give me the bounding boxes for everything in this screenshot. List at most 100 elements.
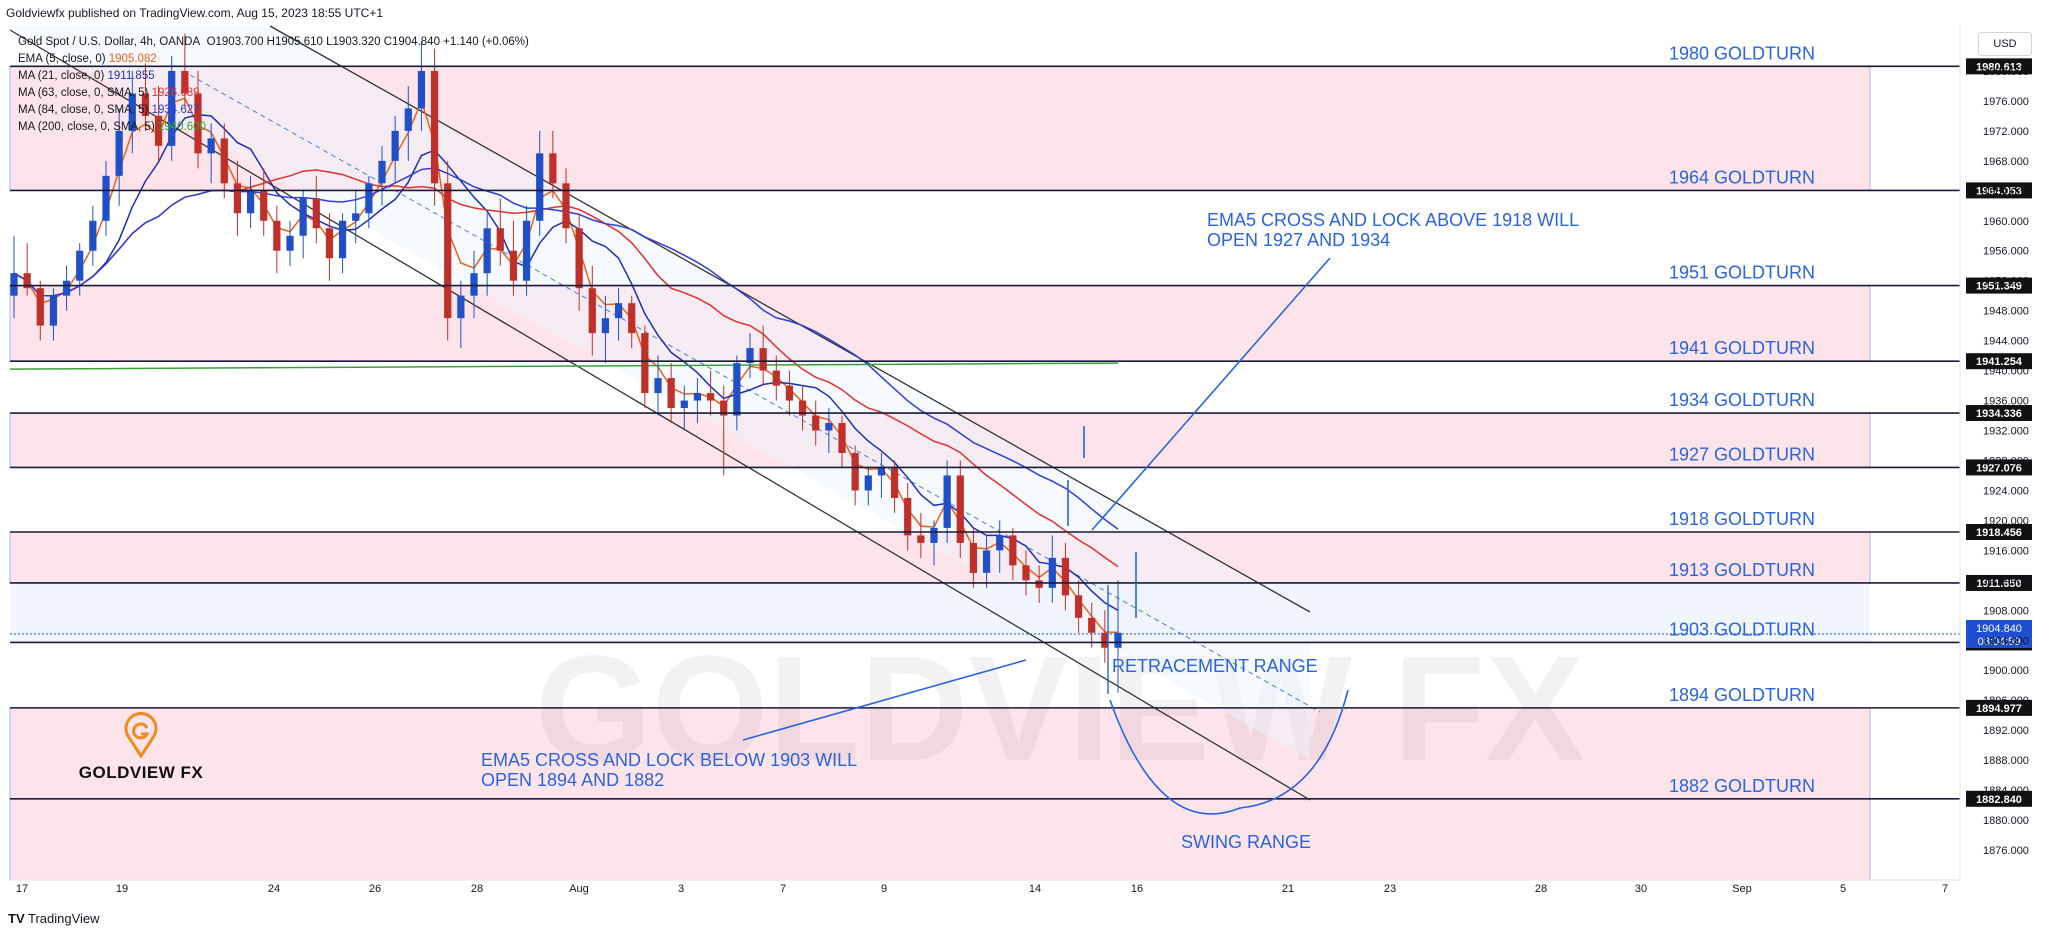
- y-tick-label: 1876.000: [1983, 845, 2029, 857]
- ema-up-text-2: OPEN 1927 AND 1934: [1207, 230, 1390, 250]
- goldturn-label: 1934 GOLDTURN: [1669, 390, 1815, 410]
- goldturn-zone: [9, 798, 1871, 881]
- goldturn-label: 1964 GOLDTURN: [1669, 167, 1815, 187]
- candle-body: [181, 70, 189, 94]
- legend-ma21[interactable]: MA (21, close, 0) 1911.855: [18, 70, 155, 82]
- y-tick-label: 1940.000: [1983, 366, 2029, 378]
- publisher-header: Goldviewfx published on TradingView.com,…: [6, 6, 384, 20]
- swing-curve: [1109, 689, 1349, 815]
- candle-body: [1048, 557, 1056, 588]
- ema-down-text-2: OPEN 1894 AND 1882: [481, 770, 664, 790]
- candles: [10, 33, 1122, 693]
- candle-body: [877, 467, 886, 476]
- indicator-legend: Gold Spot / U.S. Dollar, 4h, OANDA O1903…: [18, 34, 529, 136]
- candle-body: [930, 527, 938, 543]
- candle-body: [641, 333, 649, 394]
- candle-body: [1088, 617, 1096, 633]
- y-tick-label: 1892.000: [1983, 725, 2029, 737]
- candle-body: [470, 273, 478, 296]
- tradingview-brand[interactable]: TV TradingView: [8, 911, 100, 926]
- legend-ema5[interactable]: EMA (5, close, 0) 1905.082: [18, 53, 157, 65]
- price-tag: 1882.840: [1976, 794, 2022, 806]
- x-tick-label: 19: [116, 883, 128, 895]
- goldturn-levels: 1980 GOLDTURN 1980.613 1964 GOLDTURN 1964.0…: [10, 43, 2032, 807]
- candle-body: [522, 220, 531, 281]
- candle-body: [746, 348, 754, 364]
- goldview-logo: GOLDVIEW FX: [76, 712, 206, 783]
- candle-body: [10, 273, 18, 296]
- y-tick-label: 1924.000: [1983, 485, 2029, 497]
- logo-name: GOLDVIEW FX: [78, 763, 204, 782]
- goldview-pin-icon: [124, 712, 158, 759]
- candle-body: [115, 130, 123, 176]
- candle-body: [838, 423, 846, 453]
- goldturn-label: 1882 GOLDTURN: [1669, 776, 1815, 796]
- goldturn-label: 1894 GOLDTURN: [1669, 685, 1815, 705]
- candle-body: [391, 130, 399, 161]
- price-tag-bg: [1966, 353, 2032, 370]
- price-tag-bg: [1966, 405, 2032, 422]
- y-tick-label: 1960.000: [1983, 216, 2029, 228]
- candle-body: [1114, 632, 1122, 648]
- candle-body: [76, 250, 84, 281]
- candle-body: [89, 220, 97, 251]
- price-tag: 1927.076: [1976, 462, 2022, 474]
- ema-down-arrow: [742, 659, 1027, 741]
- goldturn-label: 1903 GOLDTURN: [1669, 619, 1815, 639]
- candle-body: [36, 288, 44, 326]
- candle-body: [562, 183, 570, 229]
- candle-body: [851, 453, 859, 491]
- candle-body: [483, 228, 491, 274]
- legend-ma200[interactable]: MA (200, close, 0, SMA, 5) 1940.600: [18, 121, 206, 133]
- candle-body: [1101, 632, 1109, 648]
- candle-body: [759, 348, 767, 371]
- swing-label: SWING RANGE: [1181, 832, 1311, 852]
- candle-body: [890, 467, 899, 498]
- y-tick-label: 1976.000: [1983, 96, 2029, 108]
- legend-ma63[interactable]: MA (63, close, 0, SMA, 5) 1926.689: [18, 87, 200, 99]
- y-tick-label: 1880.000: [1983, 815, 2029, 827]
- candle-body: [1009, 535, 1017, 566]
- candle-body: [102, 175, 110, 221]
- price-tag: 1934.336: [1976, 408, 2022, 420]
- candle-body: [299, 198, 307, 236]
- candle-body: [378, 160, 386, 184]
- y-tick-label: 1936.000: [1983, 396, 2029, 408]
- y-tick-label: 1912.000: [1983, 575, 2029, 587]
- x-tick-label: 23: [1384, 883, 1396, 895]
- candle-body: [706, 393, 715, 401]
- x-tick-label: 28: [471, 883, 483, 895]
- x-tick-label: 24: [268, 883, 280, 895]
- candle-body: [404, 108, 412, 131]
- candle-body: [168, 70, 176, 146]
- goldturn-label: 1980 GOLDTURN: [1669, 43, 1815, 63]
- y-tick-label: 1956.000: [1983, 246, 2029, 258]
- legend-ma84[interactable]: MA (84, close, 0, SMA, 5) 1934.627: [18, 104, 200, 116]
- x-tick-label: 28: [1535, 883, 1547, 895]
- ema-down-text-1: EMA5 CROSS AND LOCK BELOW 1903 WILL: [481, 750, 857, 770]
- candle-body: [220, 138, 228, 184]
- candle-body: [1022, 565, 1030, 581]
- candle-body: [549, 153, 557, 184]
- candle-body: [588, 288, 596, 334]
- y-tick-label: 1884.000: [1983, 785, 2029, 797]
- goldturn-label: 1941 GOLDTURN: [1669, 338, 1815, 358]
- candle-body: [1061, 557, 1070, 596]
- candle-body: [614, 303, 623, 319]
- candle-body: [365, 183, 373, 214]
- y-tick-label: 1888.000: [1983, 755, 2029, 767]
- price-tag: 1918.456: [1976, 527, 2022, 539]
- last-price-value: 1904.840: [1976, 623, 2022, 635]
- goldturn-zone: [9, 285, 1871, 362]
- legend-symbol[interactable]: Gold Spot / U.S. Dollar, 4h, OANDA O1903…: [18, 36, 529, 48]
- y-tick-label: 1920.000: [1983, 515, 2029, 527]
- price-tag-bg: [1966, 790, 2032, 807]
- candle-body: [141, 93, 150, 116]
- x-tick-label: Sep: [1732, 883, 1752, 895]
- candle-body: [785, 385, 794, 401]
- candle-body: [943, 475, 951, 528]
- goldturn-label: 1927 GOLDTURN: [1669, 444, 1815, 464]
- x-tick-label: 9: [881, 883, 887, 895]
- currency-selector[interactable]: USD: [1978, 32, 2032, 56]
